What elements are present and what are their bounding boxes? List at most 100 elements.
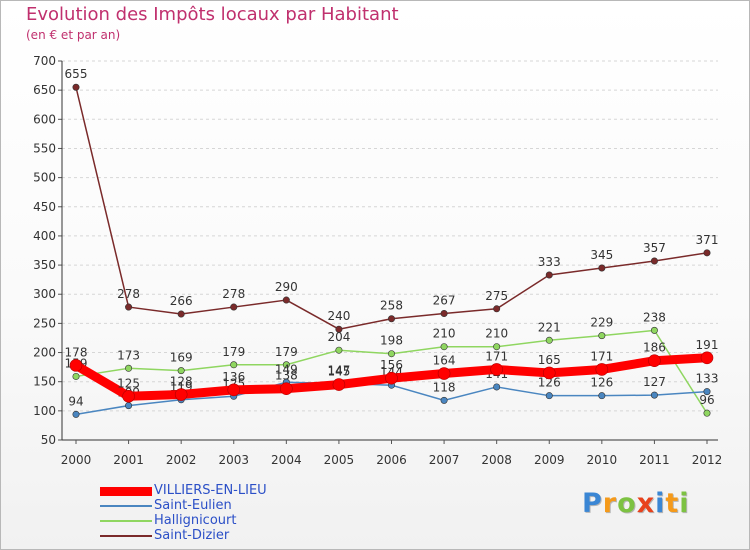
data-point <box>598 332 606 340</box>
x-tick-label: 2005 <box>324 453 355 467</box>
y-tick-label: 600 <box>33 112 56 126</box>
legend-swatch <box>100 520 152 522</box>
y-tick-label: 50 <box>41 433 56 447</box>
data-label: 278 <box>222 287 245 301</box>
data-point <box>440 343 448 351</box>
data-label: 290 <box>275 280 298 294</box>
data-label: 371 <box>696 233 719 247</box>
legend-swatch <box>100 487 152 496</box>
data-label: 238 <box>643 310 666 324</box>
data-label: 333 <box>538 255 561 269</box>
data-point <box>72 372 80 380</box>
data-label: 169 <box>170 351 193 365</box>
y-tick-label: 550 <box>33 141 56 155</box>
x-tick-label: 2007 <box>429 453 460 467</box>
data-label: 94 <box>68 394 83 408</box>
y-tick-label: 250 <box>33 316 56 330</box>
data-point <box>174 388 188 401</box>
data-label: 164 <box>433 354 456 368</box>
data-point <box>125 364 133 372</box>
data-point <box>703 388 711 396</box>
data-label: 186 <box>643 341 666 355</box>
data-point <box>280 382 293 395</box>
data-label: 275 <box>485 289 508 303</box>
series-saint-dizier: 655 278 266 278 290 240 258 267 275 333 345 357 371 <box>65 67 719 333</box>
data-point <box>387 350 395 358</box>
data-label: 171 <box>590 349 613 363</box>
legend-label: Saint-Eulien <box>154 498 232 513</box>
logo-letter: P <box>582 488 603 519</box>
data-label: 126 <box>538 376 561 390</box>
x-tick-label: 2004 <box>271 453 302 467</box>
data-point <box>493 383 501 391</box>
data-point <box>493 305 501 313</box>
x-tick-label: 2012 <box>692 453 723 467</box>
data-label: 128 <box>170 375 193 389</box>
y-tick-label: 350 <box>33 258 56 272</box>
data-point <box>490 363 503 376</box>
data-point <box>545 271 553 279</box>
data-label: 210 <box>433 327 456 341</box>
y-tick-label: 200 <box>33 346 56 360</box>
data-label: 278 <box>117 287 140 301</box>
data-point <box>335 325 343 333</box>
data-label: 138 <box>275 369 298 383</box>
data-point <box>335 346 343 354</box>
data-label: 96 <box>699 393 714 407</box>
data-point <box>177 310 185 318</box>
data-point <box>387 315 395 323</box>
data-point <box>650 326 658 334</box>
data-label: 655 <box>65 67 88 81</box>
data-point <box>332 378 346 391</box>
data-point <box>598 264 606 272</box>
x-tick-label: 2000 <box>61 453 92 467</box>
data-point <box>440 309 448 317</box>
data-label: 145 <box>327 365 350 379</box>
x-tick-label: 2008 <box>481 453 512 467</box>
data-label: 266 <box>170 294 193 308</box>
x-tick-label: 2001 <box>113 453 144 467</box>
y-tick-label: 700 <box>33 54 56 68</box>
chart-subtitle: (en € et par an) <box>26 28 121 42</box>
data-label: 133 <box>696 372 719 386</box>
data-point <box>125 303 133 311</box>
data-label: 191 <box>696 338 719 352</box>
data-label: 165 <box>538 353 561 367</box>
data-label: 118 <box>433 380 456 394</box>
y-tick-label: 650 <box>33 83 56 97</box>
logo-letter: i <box>655 488 666 519</box>
logo-letter: i <box>679 488 690 519</box>
data-point <box>542 366 556 380</box>
series-villiers-en-lieu: 178 125 128 136 138 145 156 164 171 165 171 186 191 <box>65 338 719 403</box>
data-point <box>230 361 238 369</box>
data-point <box>598 392 606 400</box>
data-point <box>122 389 135 403</box>
data-label: 156 <box>380 358 403 372</box>
x-tick-label: 2011 <box>639 453 670 467</box>
data-label: 147 <box>327 363 350 377</box>
data-point <box>440 396 448 404</box>
data-label: 198 <box>380 334 403 348</box>
data-point <box>703 409 711 417</box>
y-tick-label: 100 <box>33 404 56 418</box>
data-point <box>437 367 451 380</box>
data-point <box>650 391 658 399</box>
data-point <box>227 383 241 397</box>
data-label: 258 <box>380 299 403 313</box>
data-label: 173 <box>117 348 140 362</box>
data-label: 240 <box>327 309 350 323</box>
logo-letter: o <box>617 488 637 519</box>
series-line <box>75 86 708 330</box>
data-label: 171 <box>485 349 508 363</box>
data-point <box>125 402 133 410</box>
x-tick-label: 2006 <box>376 453 407 467</box>
data-label: 136 <box>222 370 245 384</box>
y-tick-label: 150 <box>33 375 56 389</box>
data-label: 267 <box>433 293 456 307</box>
chart-title: Evolution des Impôts locaux par Habitant <box>26 4 399 25</box>
x-tick-label: 2003 <box>218 453 249 467</box>
data-point <box>72 410 80 418</box>
data-point <box>545 392 553 400</box>
